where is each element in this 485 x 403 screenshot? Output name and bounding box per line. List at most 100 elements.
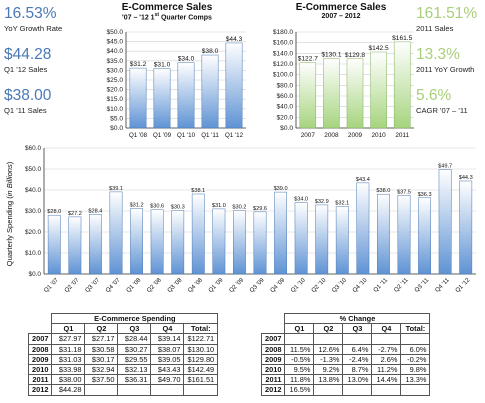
x-tick-label: 2007 — [301, 132, 316, 139]
data-label: $36.3 — [418, 192, 432, 198]
table-cell: 9.5% — [284, 363, 315, 376]
data-label: $122.7 — [298, 56, 319, 63]
table-cell: 6.0% — [400, 343, 431, 355]
y-tick-label: $10.0 — [25, 250, 41, 257]
x-tick-label: Q3 '07 — [84, 277, 101, 294]
data-label: $29.6 — [253, 206, 267, 212]
data-label: $39.0 — [274, 186, 288, 192]
x-tick-label: Q1 '12 — [225, 132, 244, 139]
column-header: Q2 — [84, 323, 119, 335]
kpi-value: $38.00 — [4, 87, 52, 104]
column-header: Total: — [400, 323, 431, 335]
data-label: $28.4 — [88, 208, 102, 214]
kpi-value: 16.53% — [4, 5, 57, 22]
chart-annual-sales: $0.0 $20.0 $40.0 $60.0 $80.0 $100.0 $120.0 $140… — [273, 29, 414, 139]
bar — [68, 216, 82, 275]
bar — [299, 62, 317, 129]
column-header: Q4 — [371, 323, 402, 335]
table-cell: 11.2% — [371, 363, 402, 376]
x-tick-label: Q4 '07 — [105, 277, 122, 294]
table-cell: $39.14 — [150, 333, 185, 345]
subtitle-superscript: st — [154, 12, 160, 18]
data-label: $31.2 — [130, 202, 144, 208]
y-tick-label: $20.0 — [276, 114, 293, 121]
change-table: % Change Q1 Q2 Q3 Q4 Total: 2007 2008 11.5% 12.… — [260, 312, 431, 396]
y-tick-label: $100.0 — [273, 72, 294, 79]
kpi-yoy-growth: 16.53% YoY Growth Rate — [4, 6, 62, 32]
table-cell: 11.8% — [284, 374, 315, 386]
table-cell: $39.05 — [150, 353, 185, 365]
row-year: 2011 — [260, 374, 286, 386]
data-label: $27.2 — [68, 211, 82, 217]
x-tick-label: Q1 '10 — [290, 277, 307, 294]
table-row: 2007 $27.97 $27.17 $28.44 $39.14 $122.71 — [27, 333, 219, 345]
table-cell: $142.49 — [183, 363, 219, 376]
kpi-value: 161.51% — [416, 5, 478, 22]
bar — [233, 210, 246, 275]
x-tick-label: Q2 '11 — [393, 277, 410, 294]
data-label: $30.2 — [232, 205, 246, 211]
bar — [370, 51, 387, 129]
y-tick-label: $15.0 — [106, 96, 123, 103]
bar — [323, 58, 340, 129]
y-tick-label: $60.0 — [276, 93, 293, 100]
bar — [201, 54, 219, 129]
bar — [212, 208, 226, 275]
y-tick-label: $20.0 — [25, 229, 41, 236]
table-cell — [342, 384, 373, 396]
x-tick-label: 2009 — [348, 132, 363, 139]
table-cell — [371, 333, 402, 345]
table-cell: $29.55 — [117, 353, 152, 365]
table-row: 2007 — [260, 333, 431, 345]
kpi-value: 5.6% — [416, 87, 452, 104]
table-cell — [313, 384, 344, 396]
change-table-title: % Change — [284, 312, 431, 325]
row-year: 2012 — [260, 384, 286, 396]
kpi-value: $44.28 — [4, 46, 52, 63]
table-cell: 13.8% — [313, 374, 344, 386]
data-label: $34.0 — [294, 197, 308, 203]
table-cell: 6.4% — [342, 343, 373, 355]
kpi-cagr: 5.6% CAGR '07 – '11 — [416, 88, 468, 114]
table-cell — [150, 384, 185, 396]
x-tick-label: Q1 '11 — [373, 277, 390, 294]
bar — [377, 193, 390, 275]
row-year: 2009 — [27, 353, 53, 365]
y-tick-label: $60.0 — [25, 145, 41, 152]
bar — [130, 208, 143, 275]
kpi-label: CAGR '07 – '11 — [416, 105, 468, 115]
table-row: 2008 11.5% 12.6% 6.4% -2.7% 6.0% — [260, 343, 431, 355]
y-tick-label: $40.0 — [106, 48, 123, 55]
chart-title: E-Commerce Sales — [121, 2, 213, 13]
x-tick-label: Q4 '10 — [352, 277, 369, 294]
chart-subtitle: 2007 – 2012 — [321, 13, 361, 20]
y-axis-label-part: ) — [5, 161, 14, 164]
bar — [294, 202, 308, 275]
column-header: Q3 — [117, 323, 152, 335]
table-row: 2012 16.5% — [260, 384, 431, 396]
y-axis-label: Quarterly Spending (in Billions) — [5, 161, 14, 266]
table-cell: $32.94 — [84, 363, 119, 376]
y-axis-label-part: Quarterly Spending ( — [5, 196, 14, 267]
bar — [335, 206, 349, 275]
x-tick-label: Q2 '08 — [146, 277, 163, 294]
table-cell — [400, 333, 431, 345]
data-label: $38.1 — [191, 188, 205, 194]
kpi-q1-11-sales: $38.00 Q1 '11 Sales — [4, 88, 51, 114]
table-cell: $36.31 — [117, 374, 152, 386]
table-cell: -0.5% — [284, 353, 315, 365]
table-cell: $130.10 — [183, 343, 219, 355]
data-label: $28.0 — [47, 209, 61, 215]
table-row: 2011 $38.00 $37.50 $36.31 $49.70 $161.51 — [27, 374, 219, 386]
table-cell: $129.80 — [183, 353, 219, 365]
x-tick-label: Q4 '09 — [270, 277, 287, 294]
data-label: $30.3 — [171, 204, 185, 210]
data-label: $39.1 — [109, 186, 123, 192]
table-cell: 9.2% — [313, 363, 344, 376]
kpi-label: YoY Growth Rate — [4, 23, 63, 33]
table-cell: $27.97 — [51, 333, 86, 345]
kpi-label: Q1 '11 Sales — [4, 105, 47, 115]
table-cell: -2.7% — [371, 343, 402, 355]
y-tick-label: $35.0 — [106, 58, 123, 65]
y-tick-label: $50.0 — [25, 166, 41, 173]
